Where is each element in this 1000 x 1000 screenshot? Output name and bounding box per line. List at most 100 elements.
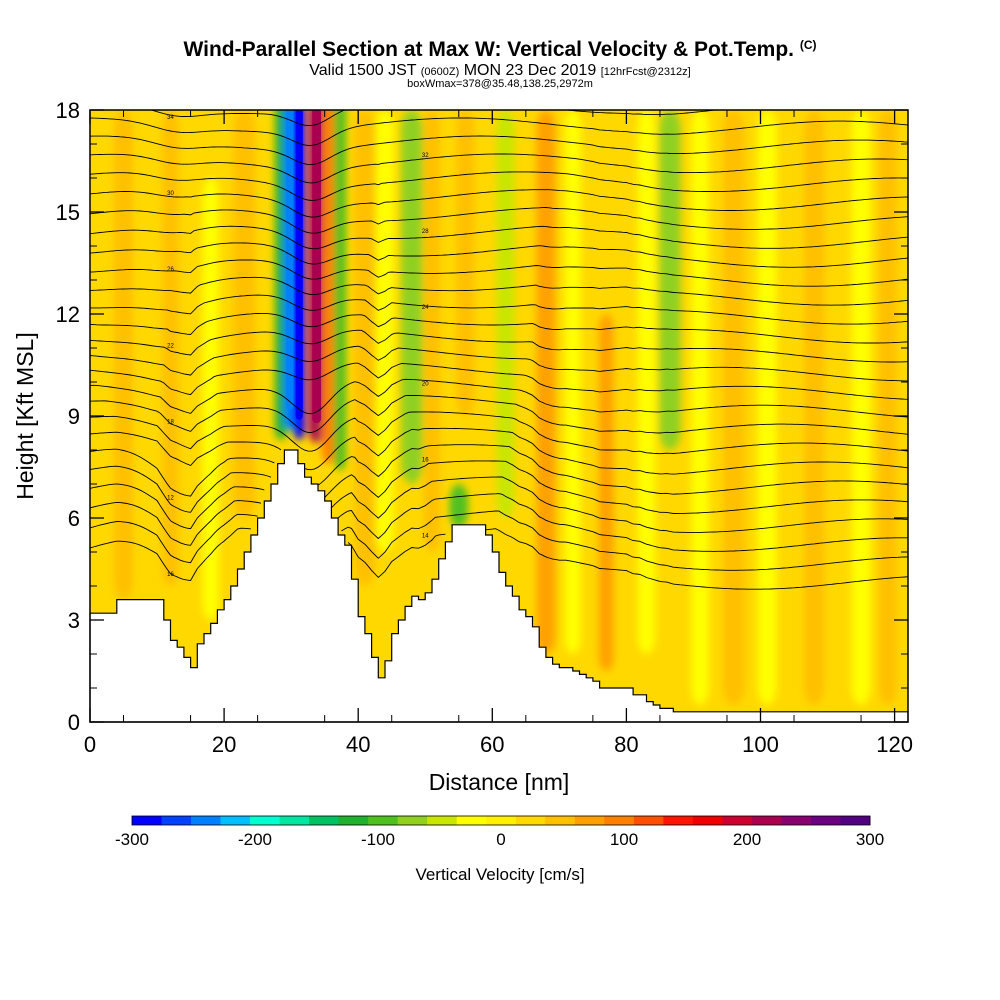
colorbar-swatch: [574, 816, 605, 825]
colorbar-swatch: [545, 816, 576, 825]
velocity-band: [564, 110, 581, 654]
isentrope-line: [90, 527, 908, 590]
isentrope-line: [90, 259, 908, 287]
isentrope-line: [90, 444, 908, 497]
colorbar-swatch: [191, 816, 222, 825]
y-tick-label: 9: [68, 404, 80, 429]
isentrope-label: 22: [167, 343, 174, 349]
isentrope-label: 12: [167, 496, 174, 502]
colorbar-swatch: [427, 816, 458, 825]
colorbar-swatch: [338, 816, 369, 825]
colorbar-swatch: [633, 816, 664, 825]
velocity-band: [334, 110, 347, 471]
isentrope-label: 32: [422, 153, 429, 159]
colorbar-swatch: [810, 816, 841, 825]
isentrope-label: 24: [422, 305, 429, 311]
isentrope-label: 28: [422, 229, 429, 235]
isentrope-line: [90, 117, 908, 146]
isentrope-label: 30: [167, 191, 174, 197]
forecast-info: [12hrFcst@2312z]: [600, 66, 691, 78]
x-axis-label: Distance [nm]: [429, 769, 570, 795]
potential-temperature-contours: 16 14 12 16 18 20 22 24 26 28 30 32 34: [90, 110, 908, 590]
colorbar-swatch: [515, 816, 546, 825]
isentrope-line: [90, 476, 908, 533]
colorbar-swatch: [279, 816, 310, 825]
valid-date: MON 23 Dec 2019: [463, 62, 597, 79]
velocity-band: [879, 110, 897, 705]
colorbar-swatch: [132, 816, 163, 825]
velocity-band: [757, 110, 777, 705]
isentrope-line: [90, 427, 908, 475]
valid-prefix: Valid 1500 JST: [309, 62, 417, 79]
velocity-band: [496, 110, 515, 518]
y-tick-label: 12: [56, 302, 80, 327]
colorbar-swatch: [604, 816, 635, 825]
isentrope-label: 18: [167, 419, 174, 425]
colorbar: -300 -200 -100 0 100 200 300: [115, 815, 884, 849]
velocity-band: [423, 110, 440, 552]
y-tick-label: 18: [56, 98, 80, 123]
chart-subtitle: boxWmax=378@35.48,138.25,2972m: [407, 78, 593, 90]
isentrope-line: [90, 207, 908, 234]
isentrope-line: [90, 135, 908, 166]
isentrope-line: [90, 411, 908, 455]
valid-time-line: Valid 1500 JST (0600Z) MON 23 Dec 2019 […: [0, 62, 1000, 80]
colorbar-swatch: [220, 816, 251, 825]
velocity-band: [536, 110, 556, 654]
y-tick-label: 6: [68, 506, 80, 531]
y-tick-label: 0: [68, 710, 80, 735]
velocity-band: [598, 314, 614, 671]
x-tick-label: 60: [480, 732, 504, 757]
isentrope-line: [90, 242, 908, 268]
isentrope-line: [90, 189, 908, 218]
colorbar-tick-label: -200: [238, 830, 272, 849]
isentrope-line: [90, 153, 908, 184]
velocity-band: [722, 110, 745, 705]
x-tick-label: 20: [212, 732, 236, 757]
isentrope-line: [90, 493, 908, 552]
colorbar-swatch: [456, 816, 487, 825]
colorbar-tick-label: -300: [115, 830, 149, 849]
chart-title: Wind-Parallel Section at Max W: Vertical…: [0, 38, 1000, 62]
colorbar-swatch: [486, 816, 517, 825]
velocity-band: [449, 484, 469, 529]
x-tick-label: 120: [876, 732, 913, 757]
copyright-mark: (C): [799, 38, 817, 52]
isentrope-label: 16: [167, 572, 174, 578]
colorbar-swatch: [722, 816, 753, 825]
velocity-band: [691, 110, 709, 705]
colorbar-swatch: [250, 816, 281, 825]
x-tick-label: 100: [742, 732, 779, 757]
colorbar-swatch: [781, 816, 812, 825]
colorbar-swatch: [397, 816, 428, 825]
axes: 0 20 40 60 80 100 120 0 3 6 9 12 15 18: [56, 98, 913, 757]
y-axis-label: Height [Kft MSL]: [12, 332, 38, 499]
velocity-band: [162, 110, 179, 586]
terrain-profile: [89, 449, 909, 723]
isentrope-line: [149, 110, 720, 127]
velocity-core: [286, 110, 294, 410]
velocity-band: [401, 110, 423, 484]
isentrope-line: [90, 329, 908, 363]
isentrope-line: [90, 460, 908, 514]
x-tick-label: 80: [614, 732, 638, 757]
y-tick-label: 3: [68, 608, 80, 633]
terrain: [89, 449, 909, 723]
isentrope-line: [90, 362, 908, 400]
isentrope-label: 34: [167, 115, 174, 121]
isentrope-label: 20: [422, 381, 429, 387]
isentrope-line: [90, 345, 908, 382]
colorbar-swatch: [368, 816, 399, 825]
isentrope-line: [90, 510, 908, 571]
colorbar-tick-label: 0: [496, 830, 505, 849]
velocity-band: [233, 110, 255, 518]
colorbar-swatch: [840, 816, 871, 825]
isentrope-line: [90, 378, 908, 418]
velocity-band: [376, 110, 394, 552]
colorbar-swatch: [663, 816, 694, 825]
velocity-band: [637, 110, 656, 654]
colorbar-label: Vertical Velocity [cm/s]: [415, 865, 584, 884]
velocity-band: [354, 110, 375, 586]
colorbar-swatch: [751, 816, 782, 825]
